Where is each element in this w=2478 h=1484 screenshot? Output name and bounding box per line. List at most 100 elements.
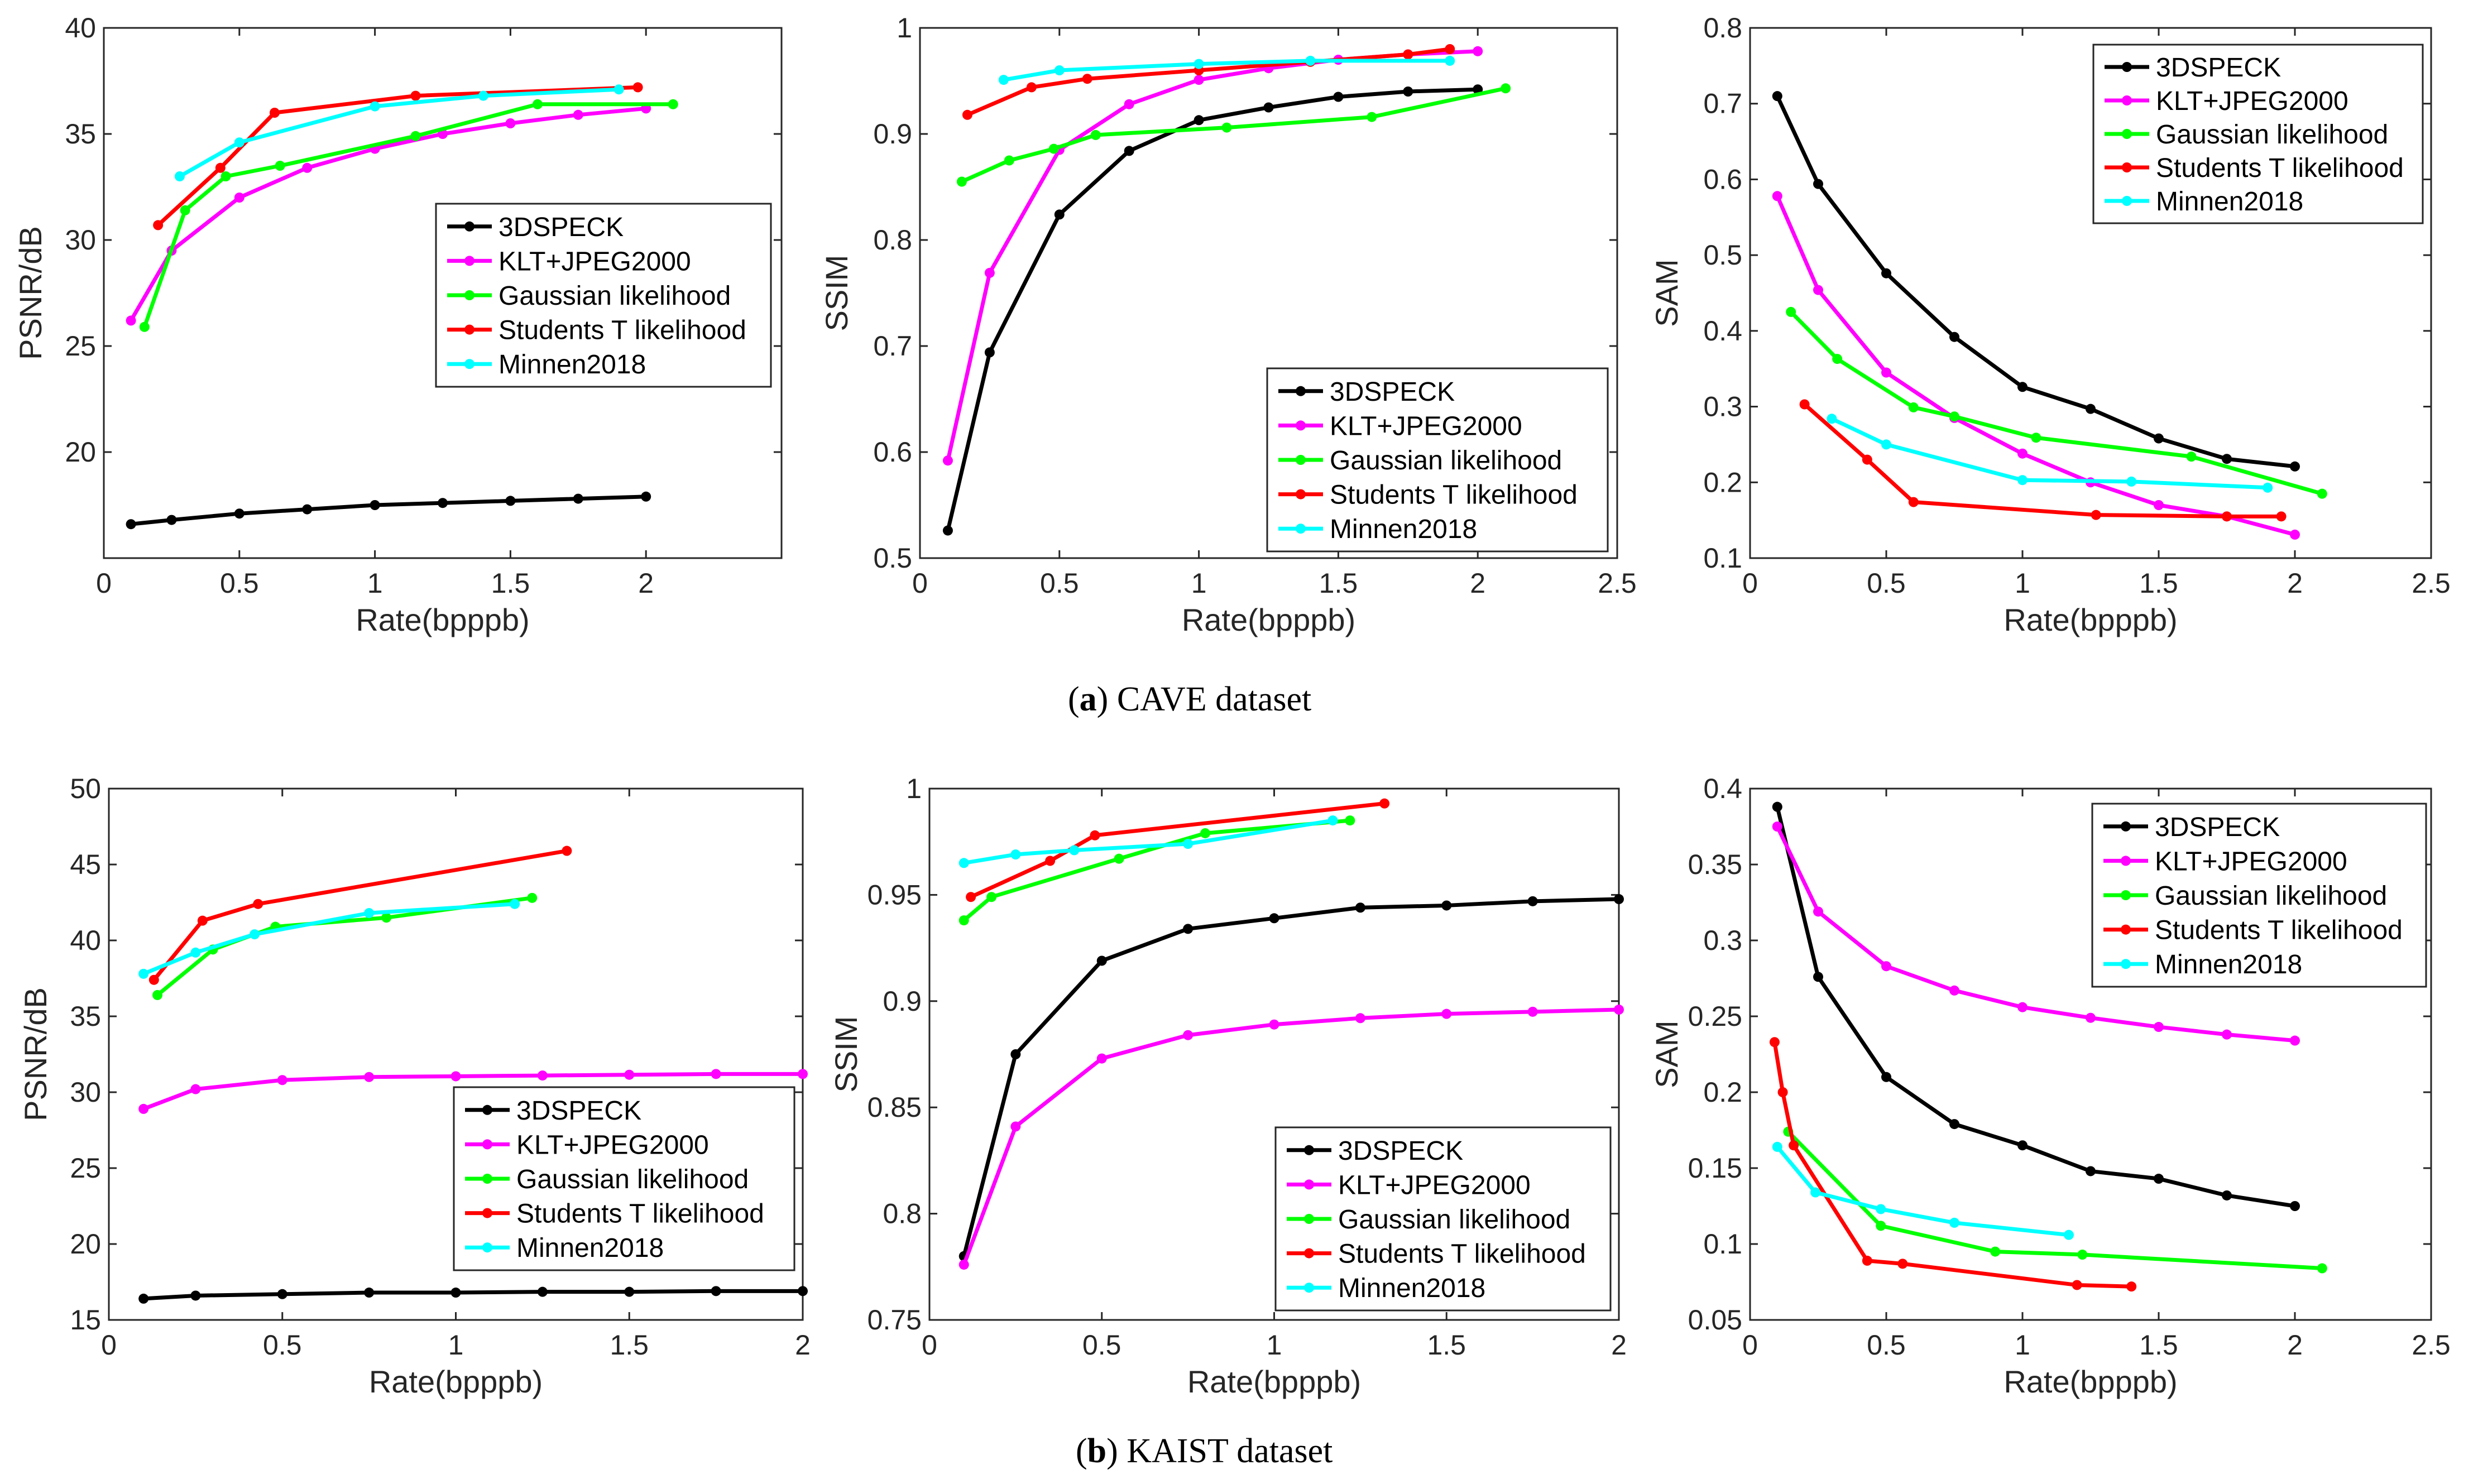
- cave-sam-ytick-label: 0.6: [1703, 164, 1742, 195]
- cave-psnr-legend-marker-3dspeck: [464, 221, 474, 232]
- kaist-ssim-legend-marker-minnen2018: [1304, 1283, 1314, 1293]
- cave-ssim-point-minnen2018: [1445, 55, 1455, 66]
- cave-sam-chart: 0 0.5 1 1.5 2 2.5 0.1 0.2 0.3 0.4 0.5 0.6 0.7 0.8 Rate…: [1649, 12, 2451, 637]
- kaist-psnr-legend-marker-minnen2018: [482, 1242, 492, 1253]
- kaist-sam-point-gaussian-likelihood: [2317, 1263, 2327, 1274]
- cave-psnr-point-3dspeck: [573, 493, 583, 504]
- cave-ssim-ytick-label: 0.5: [873, 542, 912, 574]
- kaist-psnr-point-klt-jpeg2000: [190, 1084, 201, 1094]
- kaist-psnr-legend-marker-gaussian-likelihood: [482, 1174, 492, 1184]
- cave-psnr-point-3dspeck: [438, 498, 448, 508]
- cave-sam-point-students-t-likelihood: [2222, 511, 2232, 522]
- cave-ssim-ytick-label: 0.9: [873, 118, 912, 150]
- kaist-sam-xtick-label: 2.5: [2412, 1329, 2451, 1361]
- cave-ssim-point-students-t-likelihood: [1445, 44, 1455, 54]
- kaist-psnr-point-minnen2018: [190, 947, 201, 958]
- cave-psnr-legend-marker-minnen2018: [464, 359, 474, 369]
- kaist-sam-xtick-label: 1: [2015, 1329, 2030, 1361]
- cave-psnr-ylabel: PSNR/dB: [13, 226, 48, 360]
- kaist-ssim-point-gaussian-likelihood: [1200, 828, 1210, 838]
- kaist-ssim-point-students-t-likelihood: [966, 892, 976, 902]
- cave-psnr-xlabel: Rate(bpppb): [356, 602, 529, 637]
- kaist-psnr-point-gaussian-likelihood: [381, 913, 392, 923]
- kaist-ssim-point-klt-jpeg2000: [1441, 1008, 1452, 1019]
- kaist-psnr-point-klt-jpeg2000: [711, 1069, 721, 1079]
- cave-sam-xtick-label: 2: [2287, 568, 2303, 599]
- cave-sam-point-gaussian-likelihood: [2186, 452, 2197, 462]
- kaist-psnr-point-3dspeck: [364, 1288, 375, 1298]
- caption-a-label: a: [1079, 680, 1097, 718]
- kaist-psnr-point-klt-jpeg2000: [450, 1071, 461, 1082]
- cave-ssim-legend-box: [1266, 367, 1609, 553]
- kaist-sam-point-gaussian-likelihood: [2077, 1250, 2088, 1260]
- cave-psnr-point-minnen2018: [478, 90, 488, 101]
- cave-sam-point-klt-jpeg2000: [1772, 191, 1782, 201]
- kaist-ssim-point-klt-jpeg2000: [1269, 1019, 1279, 1030]
- cave-ssim-point-3dspeck: [1054, 209, 1065, 220]
- cave-ssim-point-minnen2018: [1054, 65, 1065, 75]
- kaist-sam-ytick-label: 0.05: [1688, 1304, 1742, 1336]
- kaist-sam-ytick-label: 0.15: [1688, 1152, 1742, 1184]
- kaist-sam-point-students-t-likelihood: [1897, 1259, 1908, 1269]
- cave-ssim-ytick-label: 0.8: [873, 224, 912, 256]
- kaist-sam-ytick-label: 0.3: [1703, 925, 1742, 956]
- kaist-psnr-point-3dspeck: [537, 1286, 548, 1297]
- cave-sam-point-students-t-likelihood: [1799, 399, 1810, 410]
- caption-b: (b) KAIST dataset: [1076, 1432, 1333, 1470]
- kaist-sam-xtick-label: 1.5: [2139, 1329, 2178, 1361]
- cave-psnr-point-gaussian-likelihood: [139, 321, 150, 332]
- cave-psnr-point-minnen2018: [234, 137, 245, 148]
- kaist-sam-chart: 0 0.5 1 1.5 2 2.5 0.05 0.1 0.15 0.2 0.25 0.3 0.35 0.4…: [1649, 773, 2451, 1399]
- kaist-ssim-ytick-label: 0.9: [883, 986, 922, 1017]
- kaist-sam-legend-marker-gaussian-likelihood: [2121, 890, 2131, 900]
- kaist-ssim-point-klt-jpeg2000: [958, 1259, 969, 1270]
- cave-sam-ytick-label: 0.2: [1703, 467, 1742, 498]
- kaist-sam-point-klt-jpeg2000: [1881, 961, 1891, 972]
- cave-psnr-ytick-label: 20: [65, 436, 96, 468]
- kaist-psnr-ytick-label: 35: [70, 1001, 101, 1032]
- kaist-psnr-point-klt-jpeg2000: [364, 1072, 375, 1082]
- kaist-sam-xtick-label: 2: [2287, 1329, 2303, 1361]
- cave-sam-point-gaussian-likelihood: [1832, 354, 1843, 364]
- kaist-sam-point-students-t-likelihood: [1789, 1140, 1799, 1151]
- cave-sam-point-3dspeck: [1881, 268, 1891, 278]
- cave-sam-series-students-t-likelihood: [1803, 402, 2282, 518]
- cave-ssim-legend-marker-minnen2018: [1296, 524, 1306, 534]
- kaist-sam-point-students-t-likelihood: [1862, 1255, 1872, 1266]
- cave-sam-point-students-t-likelihood: [2276, 511, 2287, 522]
- kaist-psnr-point-3dspeck: [798, 1286, 808, 1296]
- kaist-sam-point-3dspeck: [1881, 1072, 1891, 1082]
- kaist-sam-point-3dspeck: [2154, 1174, 2164, 1184]
- kaist-ssim-point-3dspeck: [1527, 896, 1538, 906]
- kaist-sam-point-gaussian-likelihood: [1876, 1221, 1886, 1231]
- kaist-ssim-legend-label-gaussian-likelihood: Gaussian likelihood: [1338, 1205, 1570, 1235]
- kaist-psnr-xtick-label: 1: [448, 1329, 464, 1361]
- kaist-ssim-ytick-label: 0.75: [867, 1304, 922, 1336]
- cave-psnr-xtick-label: 2: [638, 568, 654, 599]
- cave-ssim-xlabel: Rate(bpppb): [1182, 602, 1355, 637]
- cave-psnr-point-klt-jpeg2000: [302, 162, 313, 173]
- kaist-sam-legend-label-gaussian-likelihood: Gaussian likelihood: [2155, 881, 2387, 911]
- kaist-psnr-ytick-label: 40: [70, 925, 101, 956]
- cave-psnr-ytick-label: 30: [65, 224, 96, 256]
- cave-sam-ytick-label: 0.5: [1703, 239, 1742, 271]
- cave-ssim-legend-label-students-t-likelihood: Students T likelihood: [1330, 481, 1578, 510]
- cave-psnr-point-students-t-likelihood: [410, 90, 421, 101]
- kaist-sam-ytick-label: 0.4: [1703, 773, 1742, 804]
- kaist-psnr-series-students-t-likelihood: [152, 849, 567, 981]
- cave-ssim-point-students-t-likelihood: [1403, 49, 1413, 60]
- kaist-psnr-xtick-label: 2: [795, 1329, 811, 1361]
- kaist-psnr-point-klt-jpeg2000: [138, 1103, 149, 1114]
- cave-sam-point-3dspeck: [2290, 461, 2300, 472]
- cave-sam-point-minnen2018: [1881, 439, 1891, 450]
- cave-sam-point-minnen2018: [2126, 476, 2137, 487]
- kaist-sam-point-students-t-likelihood: [1769, 1037, 1780, 1048]
- cave-psnr-legend-label-3dspeck: 3DSPECK: [499, 213, 624, 242]
- cave-ssim-ytick-label: 0.6: [873, 436, 912, 468]
- kaist-ssim-point-klt-jpeg2000: [1355, 1013, 1365, 1024]
- kaist-ssim-ytick-label: 0.85: [867, 1092, 922, 1123]
- kaist-ssim-point-klt-jpeg2000: [1096, 1053, 1107, 1064]
- cave-sam-ylabel: SAM: [1649, 259, 1684, 326]
- cave-ssim-legend-marker-students-t-likelihood: [1296, 489, 1306, 500]
